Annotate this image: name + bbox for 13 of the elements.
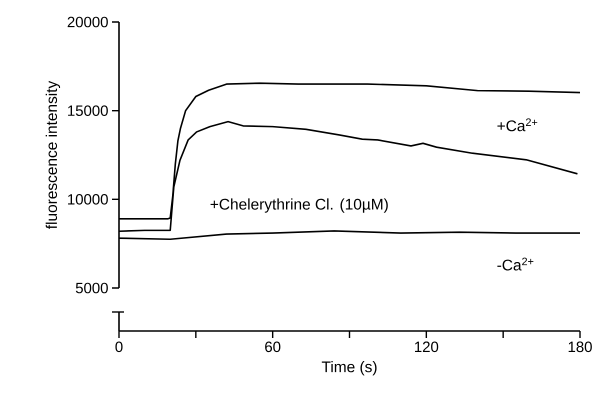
x-tick-label: 0: [115, 342, 123, 352]
annotation: +Chelerythrine Cl. (10µM): [210, 198, 388, 213]
x-axis-title: Time (s): [322, 360, 377, 376]
y-tick-label: 10000: [68, 194, 108, 205]
y-axis-title: fluorescence intensity: [46, 80, 60, 230]
x-tick-label: 180: [568, 342, 592, 352]
y-tick-label: 15000: [68, 105, 108, 116]
y-tick-label: 20000: [68, 16, 108, 28]
y-tick-label: 5000: [76, 282, 108, 294]
annotation: +Ca$^{2+}$: [497, 118, 538, 132]
x-tick-label: 120: [415, 342, 438, 352]
annotation: -Ca$^{2+}$: [497, 258, 534, 271]
x-tick-label: 60: [265, 342, 280, 352]
